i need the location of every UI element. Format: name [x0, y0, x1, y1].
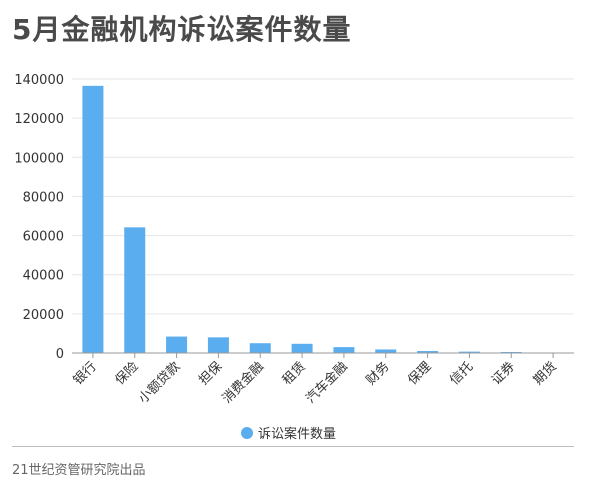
x-tick-label: 银行	[71, 359, 100, 388]
bars	[82, 85, 564, 354]
bar-1	[124, 227, 146, 353]
page-title: 5月金融机构诉讼案件数量	[12, 13, 352, 46]
bar-4	[249, 343, 271, 353]
x-tick-label: 汽车金融	[303, 359, 351, 407]
y-tick-label: 60000	[23, 230, 64, 245]
footer-credit: 21世纪资管研究院出品	[12, 463, 146, 478]
y-tick-label: 100000	[14, 151, 64, 166]
legend: 诉讼案件数量	[241, 427, 336, 442]
bar-0	[82, 85, 104, 353]
x-tick-label: 消费金融	[219, 359, 267, 407]
y-tick-label: 20000	[23, 308, 64, 323]
bar-6	[333, 347, 355, 353]
bar-8	[417, 351, 439, 353]
bar-9	[458, 351, 480, 353]
x-tick-label: 小额贷款	[136, 359, 183, 406]
y-tick-label: 120000	[14, 112, 64, 127]
bar-3	[207, 337, 229, 353]
legend-label: 诉讼案件数量	[258, 427, 336, 442]
x-axis	[72, 352, 574, 358]
x-tick-label: 证券	[488, 359, 518, 389]
y-tick-label: 40000	[23, 269, 64, 284]
x-tick-label: 信托	[447, 359, 476, 388]
y-tick-label: 140000	[14, 73, 64, 88]
x-tick-label: 财务	[363, 359, 393, 389]
x-tick-label: 租赁	[280, 359, 309, 388]
y-axis-ticks: 0 20000 40000 60000 80000 100000 120000 140000	[14, 73, 64, 362]
bar-2	[166, 336, 188, 353]
x-tick-label: 期货	[530, 359, 560, 389]
legend-swatch	[241, 427, 253, 439]
bar-7	[375, 349, 397, 353]
x-tick-label: 保理	[405, 359, 434, 388]
bar-5	[291, 343, 313, 353]
y-tick-label: 0	[56, 347, 64, 362]
y-tick-label: 80000	[23, 190, 64, 205]
footer-divider	[12, 446, 574, 447]
gridlines	[72, 78, 574, 315]
x-tick-label: 担保	[196, 359, 225, 388]
x-tick-label: 保险	[113, 359, 142, 388]
